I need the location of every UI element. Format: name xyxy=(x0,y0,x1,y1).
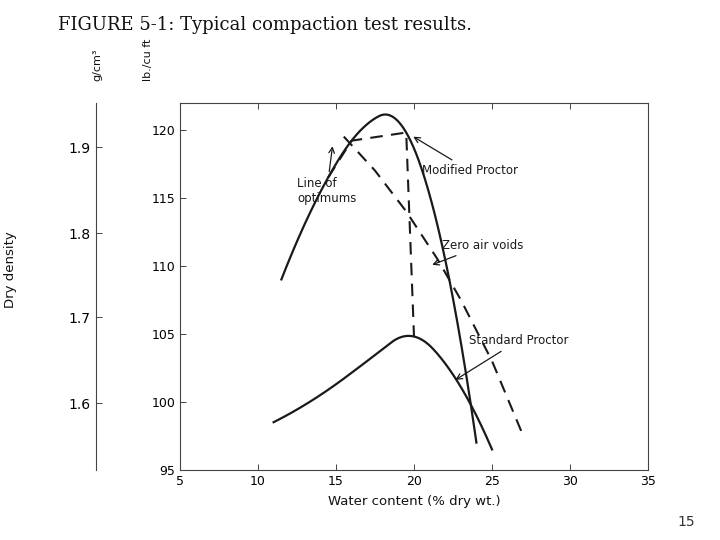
Text: g/cm³: g/cm³ xyxy=(92,49,102,81)
Text: Standard Proctor: Standard Proctor xyxy=(456,334,568,379)
Text: FIGURE 5-1: Typical compaction test results.: FIGURE 5-1: Typical compaction test resu… xyxy=(58,16,472,34)
Text: Dry density: Dry density xyxy=(4,232,17,308)
Text: Modified Proctor: Modified Proctor xyxy=(415,137,518,177)
Text: Zero air voids: Zero air voids xyxy=(433,239,523,265)
Text: 15: 15 xyxy=(678,515,695,529)
X-axis label: Water content (% dry wt.): Water content (% dry wt.) xyxy=(328,495,500,508)
Text: lb./cu ft: lb./cu ft xyxy=(143,39,153,81)
Text: Line of
optimums: Line of optimums xyxy=(297,147,356,205)
